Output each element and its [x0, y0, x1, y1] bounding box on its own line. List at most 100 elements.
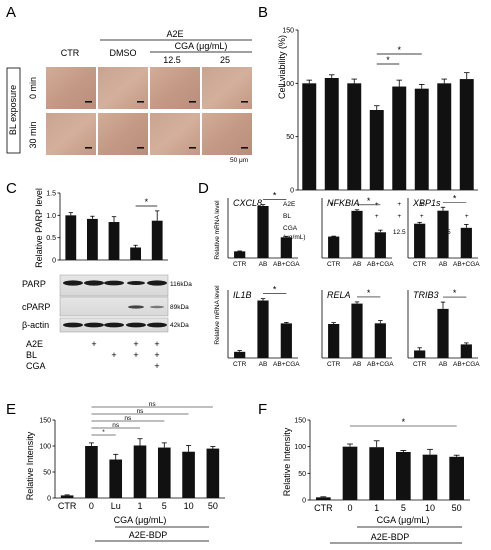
- y-tick-label: 150: [282, 28, 294, 35]
- cond-bl-mark: +: [111, 350, 116, 360]
- sig-label: ns: [124, 415, 132, 422]
- gene-title: RELA: [327, 290, 351, 300]
- panel-d-ylabel-top: Relative mRNA level: [214, 200, 221, 260]
- bar: [414, 350, 426, 358]
- x-tick-label: CTR: [413, 361, 427, 368]
- x-tick-label: AB+CGA: [367, 261, 394, 268]
- bar: [369, 447, 384, 500]
- y-tick-label: 100: [294, 444, 306, 451]
- micrograph-cga25-0min: [202, 67, 252, 109]
- y-tick-label: 50: [43, 470, 51, 477]
- y-tick-label: 0.5: [46, 235, 56, 242]
- sig-label: *: [102, 429, 105, 436]
- bar: [234, 251, 246, 258]
- cond-a2e-mark: +: [154, 339, 159, 349]
- y-tick-label: 0: [47, 496, 51, 503]
- micrograph-ctr-0min: [46, 67, 96, 109]
- x-tick-label: AB+CGA: [453, 261, 480, 268]
- panel-b-cond-bl: BL: [283, 213, 291, 220]
- bar: [151, 220, 163, 260]
- sig-star: *: [402, 417, 406, 427]
- y-tick-label: 0: [290, 188, 294, 195]
- cond-bl-mark: +: [154, 350, 159, 360]
- blot-label-cparp: cPARP: [22, 302, 50, 312]
- subchart-d4: CTR AB AB+CGA IL1B *: [227, 285, 300, 368]
- panel-a-conc-1: 12.5: [163, 55, 181, 65]
- bar: [437, 308, 449, 358]
- gene-title: IL1B: [233, 290, 252, 300]
- cond-a2e-mark: +: [91, 339, 96, 349]
- bar: [234, 351, 246, 358]
- panel-c-conditions: +++++++: [91, 339, 159, 371]
- panel-b-cond-cga: CGA: [283, 225, 298, 232]
- subchart-d2: CTR AB AB+CGA NFKBIA *: [321, 196, 394, 268]
- bar: [133, 445, 147, 498]
- panel-f-ylabel: Relative Intensity: [282, 427, 292, 496]
- bar: [302, 83, 317, 190]
- panel-c-letter: C: [6, 180, 17, 197]
- x-tick-label: AB: [259, 261, 268, 268]
- bar: [374, 232, 386, 258]
- x-tick-label: CTR: [327, 361, 341, 368]
- sig-star: *: [397, 45, 401, 55]
- blot-kda-3: 42kDa: [170, 322, 189, 329]
- x-tick-label: 1: [137, 501, 142, 511]
- bar: [87, 218, 98, 260]
- panel-a-group-label: A2E: [166, 29, 183, 39]
- bar: [280, 237, 292, 258]
- gene-title: XBP1s: [412, 198, 441, 208]
- y-tick-label: 150: [39, 418, 51, 425]
- panel-a-side-label: BL exposure: [8, 85, 18, 135]
- panel-a-dmso: DMSO: [110, 48, 137, 58]
- x-tick-label: CTR: [314, 503, 333, 513]
- bar: [422, 454, 438, 500]
- panel-c-cond-bl: BL: [26, 350, 37, 360]
- panel-f: F Relative Intensity 0 50 100 150 CTR 0 1 5 10 50…: [258, 401, 470, 544]
- micrograph-cga12-30min: [150, 113, 200, 155]
- panel-b-ylabel: Cell viability (%): [277, 35, 287, 99]
- cond-a2e-mark: +: [330, 201, 334, 208]
- subchart-d1: CTR AB AB+CGA CXCL8 *: [227, 191, 300, 268]
- x-tick-label: CTR: [327, 261, 341, 268]
- gene-title: TRIB3: [413, 290, 439, 300]
- bar: [351, 303, 363, 358]
- blot-label-parp: PARP: [22, 279, 46, 289]
- panel-d-ylabel-bottom: Relative mRNA level: [214, 285, 221, 345]
- bar: [65, 215, 77, 260]
- sig-star: *: [386, 55, 390, 65]
- x-tick-label: 0: [347, 503, 352, 513]
- sig-star: *: [453, 193, 457, 203]
- cond-cga-mark: 12.5: [393, 229, 406, 236]
- panel-e: E Relative Intensity 0 50 100 150 CTR 0 Lu 1 5 10…: [6, 401, 225, 542]
- x-tick-label: Lu: [111, 501, 121, 511]
- bar: [374, 323, 386, 358]
- sig-star: *: [453, 288, 457, 298]
- cond-bl-mark: +: [375, 213, 379, 220]
- bar: [396, 452, 411, 500]
- x-tick-label: 10: [425, 503, 435, 513]
- bar: [109, 459, 123, 498]
- panel-d-letter: D: [198, 180, 209, 197]
- subchart-d5: CTR AB AB+CGA RELA *: [321, 288, 394, 368]
- micrograph-ctr-30min: [46, 113, 96, 155]
- x-tick-label: AB+CGA: [273, 261, 300, 268]
- bar: [157, 447, 171, 498]
- cond-a2e-mark: +: [397, 201, 401, 208]
- panel-f-cga-label: CGA (μg/mL): [377, 515, 430, 525]
- bar: [108, 222, 120, 260]
- bar: [328, 324, 340, 358]
- x-tick-label: CTR: [233, 361, 247, 368]
- x-tick-label: AB: [353, 361, 362, 368]
- x-tick-label: 5: [401, 503, 406, 513]
- panel-e-group-label: A2E-BDP: [129, 530, 168, 540]
- bar: [347, 83, 362, 190]
- blot-kda-1: 116kDa: [170, 281, 192, 288]
- sig-star: *: [273, 191, 277, 201]
- panel-d: D Relative mRNA level Relative mRNA leve…: [198, 180, 480, 368]
- blot-label-actin: β-actin: [22, 320, 49, 330]
- y-tick-label: 50: [298, 471, 306, 478]
- x-tick-label: AB+CGA: [367, 361, 394, 368]
- x-tick-label: AB: [439, 261, 448, 268]
- sig-star: *: [145, 197, 149, 207]
